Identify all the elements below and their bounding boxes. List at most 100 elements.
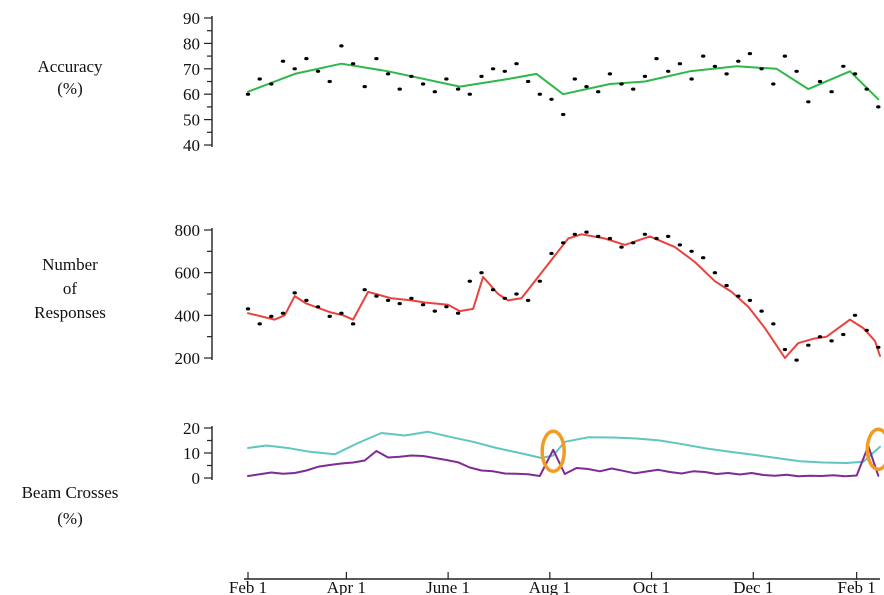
- y-tick-label: 50: [183, 111, 200, 130]
- data-point: [490, 67, 496, 71]
- data-point: [759, 309, 764, 313]
- data-point: [631, 241, 636, 245]
- data-point: [292, 67, 297, 71]
- data-point: [607, 72, 613, 76]
- data-point: [747, 298, 753, 302]
- data-point: [269, 314, 274, 318]
- data-point: [572, 77, 577, 81]
- data-point: [350, 62, 356, 66]
- y-axis-title-line: Number: [42, 255, 98, 274]
- data-point: [409, 74, 414, 78]
- series-line-1: [247, 233, 881, 359]
- y-axis-title-line: Responses: [34, 303, 106, 322]
- data-point: [467, 92, 472, 96]
- data-point: [490, 288, 496, 292]
- data-point: [806, 343, 811, 347]
- data-point: [841, 332, 846, 337]
- data-point: [864, 87, 869, 91]
- data-point: [572, 232, 577, 236]
- x-tick-label: Apr 1: [327, 578, 366, 595]
- data-point: [689, 77, 694, 81]
- series-line-1: [247, 62, 880, 101]
- data-point: [374, 57, 379, 61]
- data-point: [829, 90, 834, 94]
- y-tick-label: 400: [175, 306, 201, 325]
- data-point: [864, 328, 869, 332]
- data-point: [397, 87, 402, 91]
- data-point: [280, 59, 286, 63]
- data-point: [409, 296, 414, 300]
- data-point: [654, 236, 659, 241]
- data-point: [561, 241, 566, 245]
- data-point: [292, 291, 297, 295]
- data-point: [269, 82, 274, 86]
- data-point: [642, 232, 648, 236]
- responses-panel: 200 400 600 800 Number of Responses: [34, 221, 881, 368]
- data-point: [537, 279, 542, 283]
- data-point: [794, 69, 799, 73]
- data-point: [736, 294, 741, 298]
- data-point: [315, 69, 321, 73]
- data-point: [374, 294, 379, 298]
- data-point: [794, 358, 799, 362]
- data-point: [525, 79, 531, 84]
- data-point: [350, 322, 356, 326]
- data-point: [257, 322, 262, 326]
- x-tick-label: Feb 1: [229, 578, 267, 595]
- data-point: [689, 249, 694, 253]
- data-point: [642, 74, 648, 78]
- data-point: [666, 69, 671, 73]
- data-point: [712, 64, 718, 68]
- data-point: [537, 92, 542, 96]
- y-tick-label: 80: [183, 34, 200, 53]
- accuracy-panel: 40 50 60 70 80 90 Accuracy (%): [37, 9, 881, 155]
- y-axis-title-line: (%): [57, 79, 82, 98]
- series-line-2: [247, 445, 880, 478]
- data-point: [432, 90, 437, 94]
- y-tick-label: 70: [183, 60, 200, 79]
- data-point: [479, 74, 484, 78]
- data-point: [561, 112, 566, 117]
- data-point: [420, 82, 426, 86]
- data-point: [607, 236, 613, 241]
- data-point: [514, 62, 519, 66]
- data-point: [817, 79, 823, 84]
- y-tick-label: 200: [175, 349, 201, 368]
- data-point: [852, 72, 858, 76]
- data-point: [701, 54, 706, 58]
- data-point: [525, 298, 531, 302]
- y-axis-title-line: of: [63, 279, 78, 298]
- data-point: [549, 97, 554, 101]
- data-point: [257, 77, 262, 81]
- y-axis-title-line: Beam Crosses: [22, 483, 119, 502]
- data-point: [455, 311, 461, 315]
- data-point: [619, 245, 624, 249]
- data-point: [304, 57, 309, 61]
- data-point: [631, 87, 636, 91]
- data-point: [782, 347, 788, 352]
- x-tick-label: Dec 1: [733, 578, 773, 595]
- y-tick-label: 10: [183, 444, 200, 463]
- highlight-circle: [540, 429, 566, 474]
- data-point: [596, 234, 601, 238]
- y-tick-label: 60: [183, 85, 200, 104]
- data-point: [596, 90, 601, 94]
- data-point: [724, 283, 729, 288]
- data-point: [584, 85, 589, 89]
- x-tick-label: Feb 1: [838, 578, 876, 595]
- data-point: [876, 105, 881, 109]
- data-point: [677, 62, 683, 66]
- data-point: [677, 243, 683, 247]
- data-point: [584, 230, 589, 234]
- y-tick-label: 90: [183, 9, 200, 28]
- highlight-circle: [865, 427, 884, 472]
- y-tick-label: 800: [175, 221, 201, 240]
- data-point: [397, 302, 402, 306]
- data-point: [701, 256, 706, 260]
- data-point: [339, 311, 344, 315]
- y-axis-title-line: (%): [57, 509, 82, 528]
- data-point: [759, 67, 764, 71]
- data-point: [455, 87, 461, 91]
